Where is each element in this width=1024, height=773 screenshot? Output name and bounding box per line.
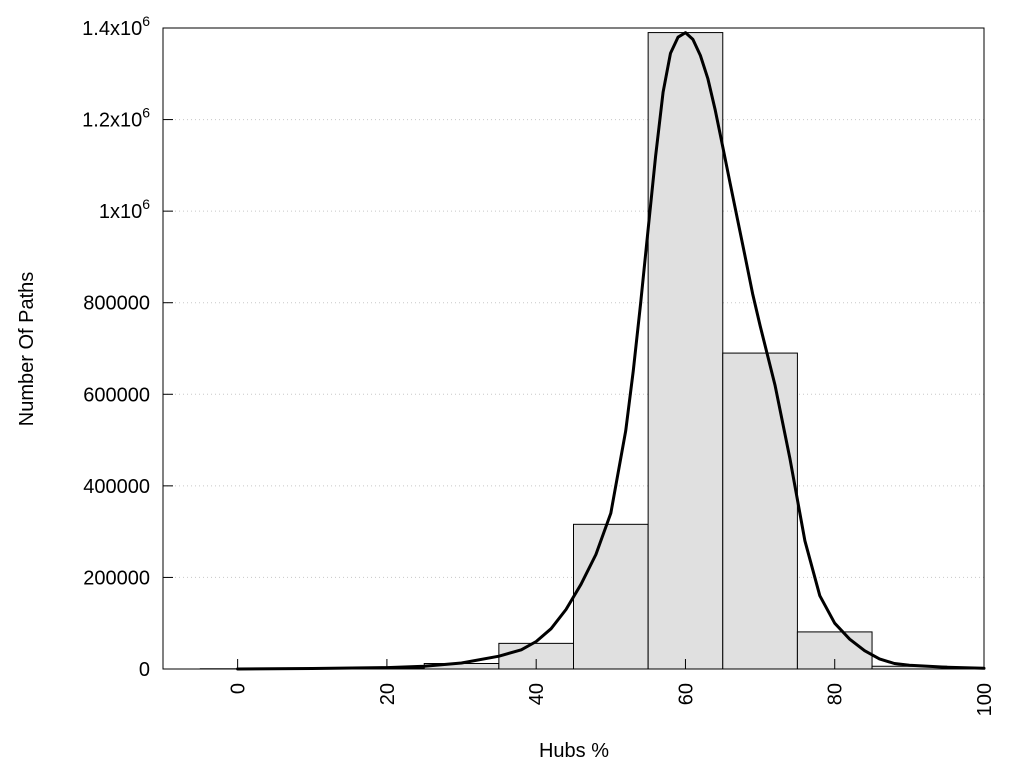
- x-tick-label-3: 60: [675, 683, 697, 705]
- y-axis-ticks: 0 200000 400000 600000 800000 1x106 1.2x106 1.4…: [82, 13, 173, 681]
- grid-lines: [163, 120, 984, 578]
- bar-5: [574, 524, 649, 669]
- bar-7: [723, 353, 798, 669]
- y-tick-label-2: 400000: [83, 476, 150, 498]
- y-tick-label-7: 1.4x106: [82, 13, 150, 40]
- x-axis-title: Hubs %: [539, 740, 609, 762]
- y-tick-label-0: 0: [139, 659, 150, 681]
- x-tick-label-4: 80: [825, 683, 847, 705]
- x-tick-label-0: 0: [228, 683, 250, 694]
- y-tick-label-3: 600000: [83, 384, 150, 406]
- x-tick-label-2: 40: [526, 683, 548, 705]
- x-tick-label-1: 20: [377, 683, 399, 705]
- y-tick-label-1: 200000: [83, 567, 150, 589]
- y-tick-label-5: 1x106: [99, 196, 150, 223]
- y-tick-label-6: 1.2x106: [82, 105, 150, 132]
- y-axis-title: Number Of Paths: [16, 272, 38, 427]
- x-tick-label-5: 100: [974, 683, 996, 716]
- y-tick-label-4: 800000: [83, 293, 150, 315]
- bars: [200, 33, 946, 669]
